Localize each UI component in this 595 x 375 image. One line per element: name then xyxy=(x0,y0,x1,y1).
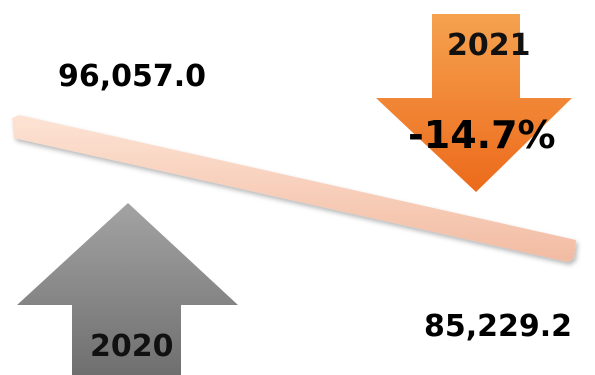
end-year-label: 2021 xyxy=(447,28,531,63)
start-year-up-arrow xyxy=(17,203,238,375)
end-value-label: 85,229.2 xyxy=(424,309,572,344)
start-year-label: 2020 xyxy=(90,329,174,364)
trend-line xyxy=(12,115,576,262)
start-value-label: 96,057.0 xyxy=(58,59,206,94)
end-year-down-arrow xyxy=(376,14,572,192)
percent-change-label: -14.7% xyxy=(408,113,556,157)
